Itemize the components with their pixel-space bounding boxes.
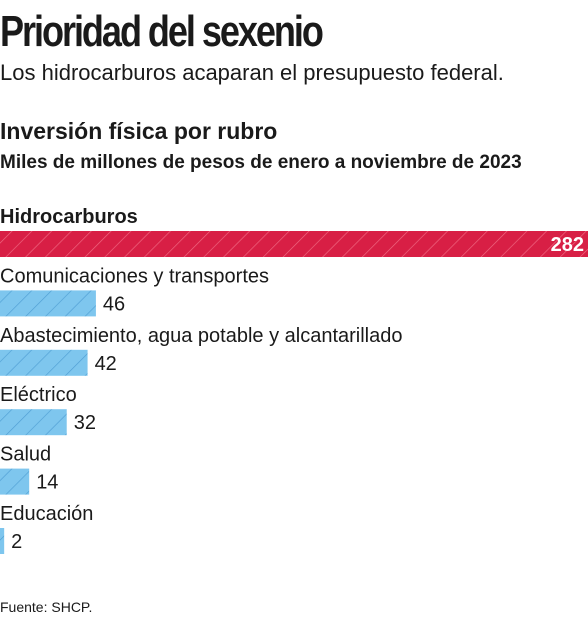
bar — [0, 528, 5, 554]
value-label: 32 — [74, 412, 96, 434]
bar — [0, 349, 88, 376]
bar — [0, 409, 67, 436]
value-label: 282 — [551, 234, 584, 256]
category-label: Salud — [0, 444, 51, 466]
bar — [0, 290, 96, 317]
value-label: 46 — [103, 293, 125, 315]
chart-title: Inversión física por rubro — [0, 118, 278, 144]
dek: Los hidrocarburos acaparan el presupuest… — [0, 60, 504, 85]
chart-subtitle: Miles de millones de pesos de enero a no… — [0, 152, 522, 173]
value-label: 42 — [95, 353, 117, 375]
category-label: Comunicaciones y transportes — [0, 265, 269, 287]
source-note: Fuente: SHCP. — [0, 599, 93, 615]
value-label: 14 — [36, 472, 58, 494]
value-label: 2 — [11, 531, 22, 553]
category-label: Abastecimiento, agua potable y alcantari… — [0, 325, 402, 347]
bar — [0, 468, 30, 495]
category-label: Hidrocarburos — [0, 206, 138, 228]
category-label: Eléctrico — [0, 384, 77, 406]
category-label: Educación — [0, 503, 93, 525]
headline: Prioridad del sexenio — [0, 7, 324, 56]
bar — [0, 231, 588, 257]
bar-chart: Hidrocarburos 282 Comunicaciones y transpo… — [0, 206, 588, 554]
